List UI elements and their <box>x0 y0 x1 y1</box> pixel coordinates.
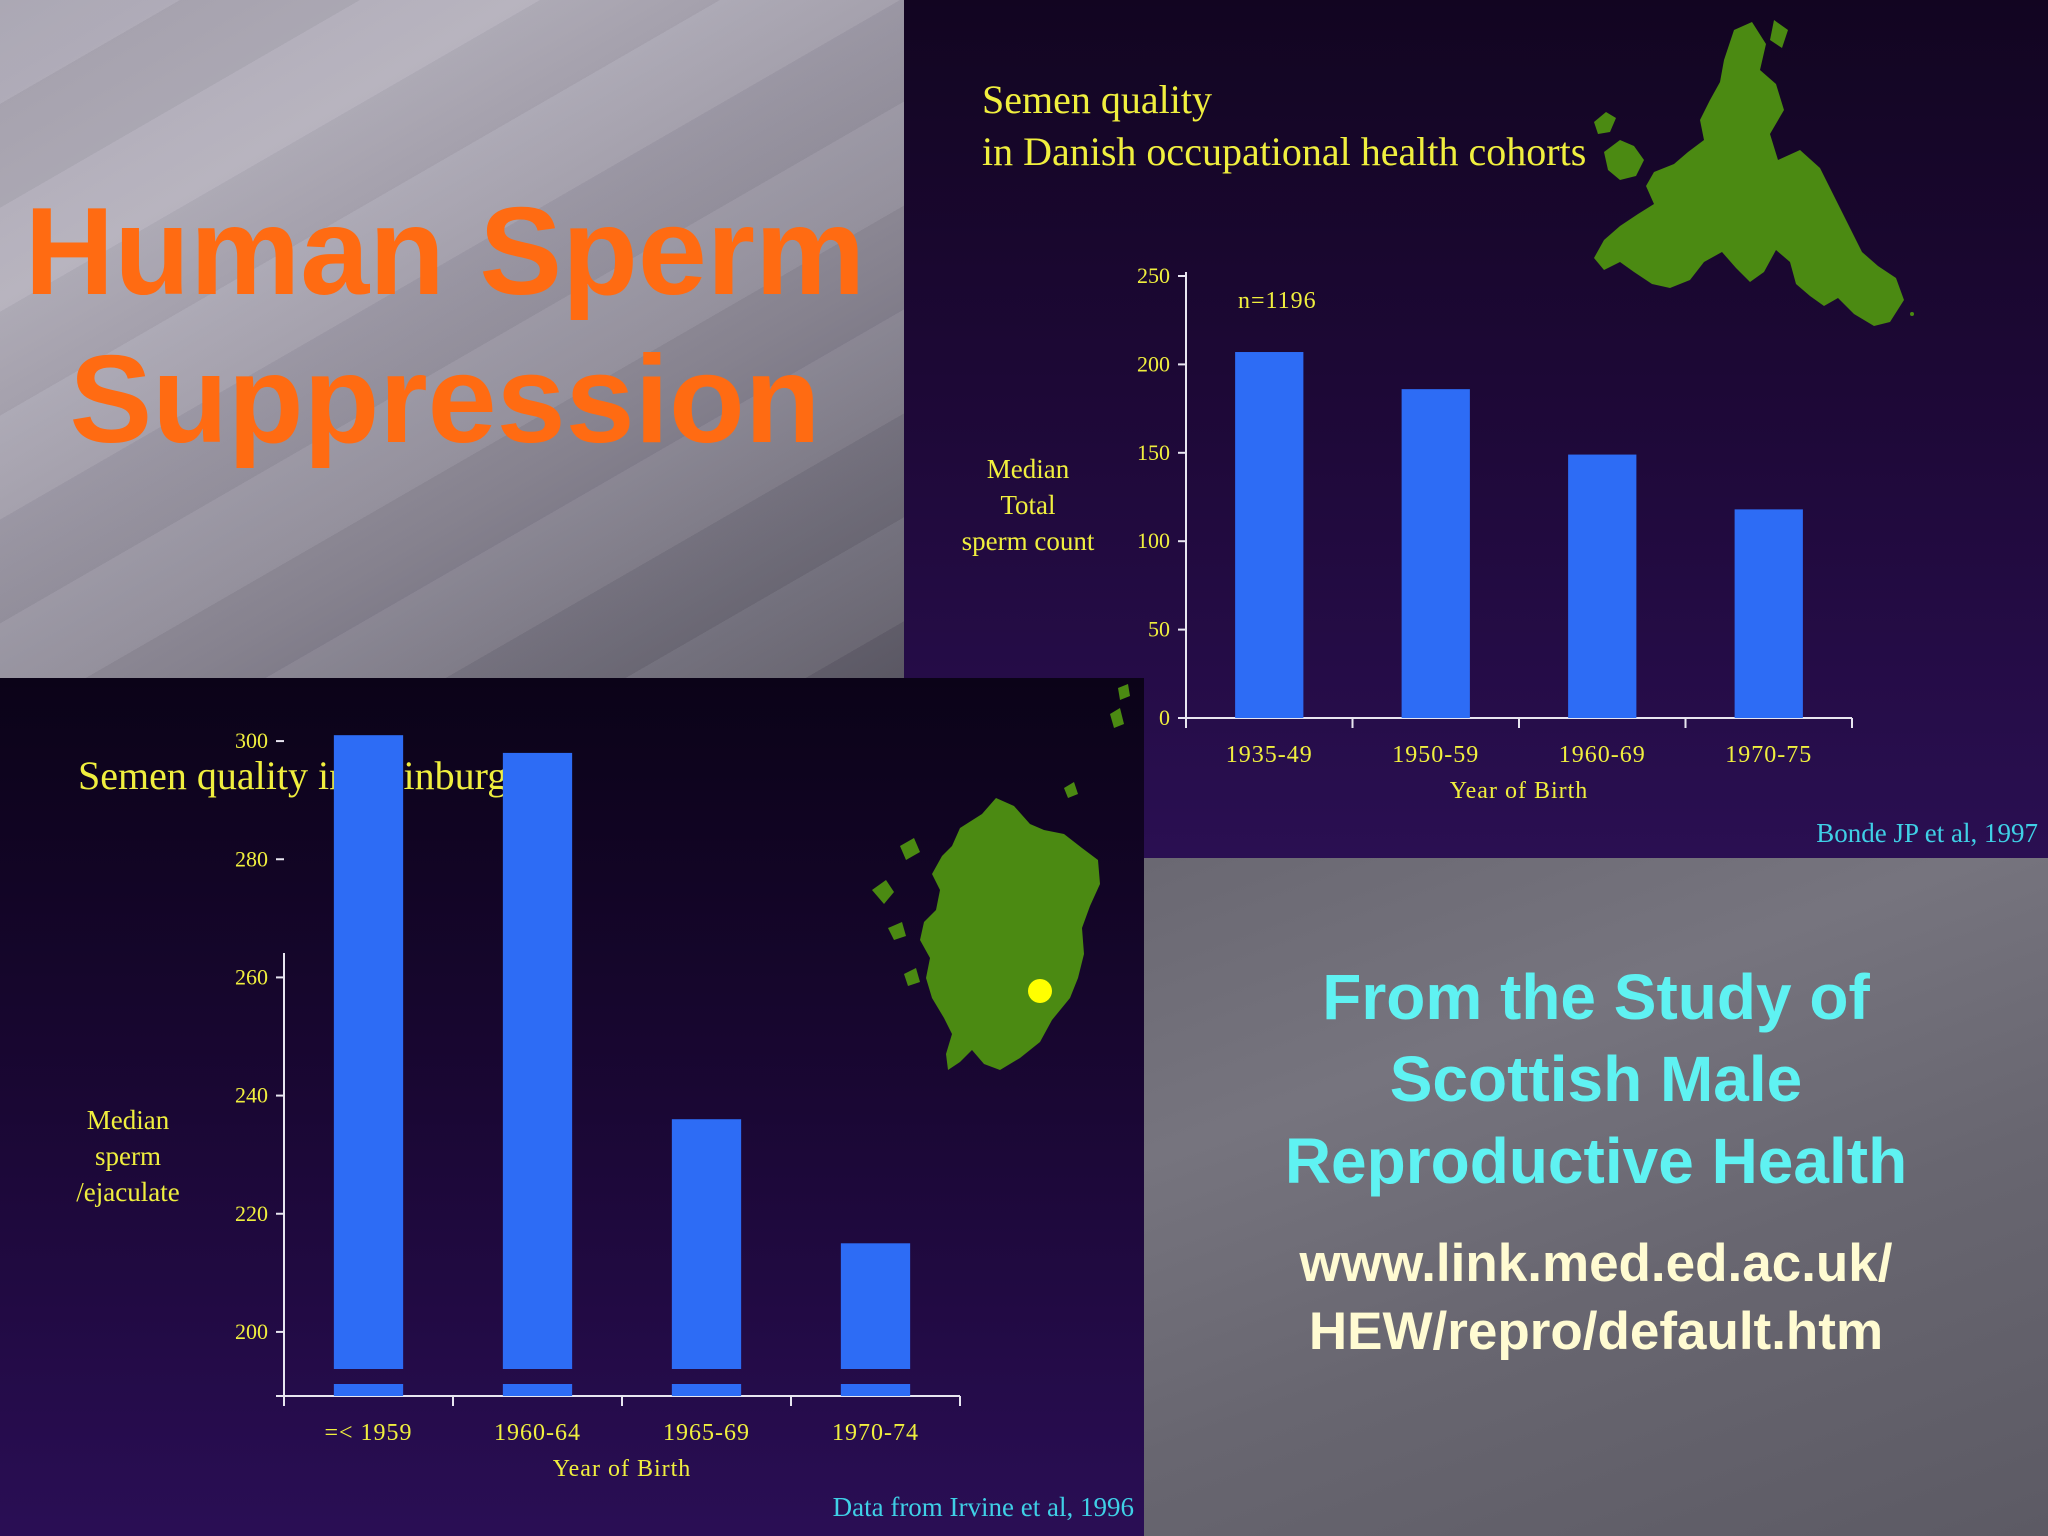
edinburgh-bar <box>502 752 573 1369</box>
danish-ytick-label: 100 <box>1137 528 1170 553</box>
title-slide: Human Sperm Suppression <box>0 0 904 678</box>
edinburgh-chart-slide: Semen quality in Edinburgh Median sperm … <box>0 678 1144 1536</box>
edinburgh-ytick-label: 240 <box>235 1083 268 1108</box>
danish-bar-chart: 0 50 100 150 200 250 1935-49 1950-59 1960-69 1970… <box>1137 20 1914 804</box>
danish-category-label: 1960-69 <box>1559 742 1646 768</box>
edinburgh-category-label: 1970-74 <box>832 1420 919 1446</box>
danish-bar <box>1401 389 1470 718</box>
edinburgh-x-axis-label: Year of Birth <box>553 1456 692 1482</box>
slide-title-line1: Human Sperm <box>24 183 866 321</box>
edinburgh-y-axis-label: Median sperm /ejaculate <box>58 1102 198 1210</box>
edinburgh-ytick-label: 300 <box>235 728 268 753</box>
study-url-line2[interactable]: HEW/repro/default.htm <box>1308 1302 1884 1361</box>
edinburgh-ytick-label: 260 <box>235 964 268 989</box>
edinburgh-bar-stub <box>840 1384 911 1396</box>
danish-x-axis-label: Year of Birth <box>1450 778 1589 804</box>
edinburgh-category-label: 1965-69 <box>663 1420 750 1446</box>
edinburgh-bar-chart: 200 220 240 260 280 300 =< 1959 1960-64 1965-69 1… <box>235 684 1130 1482</box>
danish-ytick-label: 0 <box>1159 705 1170 730</box>
edinburgh-category-label: 1960-64 <box>494 1420 581 1446</box>
danish-title-line1: Semen quality <box>982 77 1212 122</box>
edinburgh-axes: 200 220 240 260 280 300 =< 1959 1960-64 1965-69 1… <box>235 728 961 1482</box>
danish-category-label: 1950-59 <box>1392 742 1479 768</box>
study-line3: Reproductive Health <box>1284 1125 1908 1197</box>
danish-bars <box>1235 352 1803 718</box>
edinburgh-ylabel-line2: sperm <box>95 1141 161 1171</box>
edinburgh-ytick-label: 280 <box>235 846 268 871</box>
danish-bar <box>1235 352 1304 718</box>
slide-title-line2: Suppression <box>69 331 821 469</box>
study-url-line1[interactable]: www.link.med.ed.ac.uk/ <box>1299 1234 1893 1293</box>
europe-map-icon <box>1594 20 1904 326</box>
edinburgh-category-label: =< 1959 <box>324 1420 412 1446</box>
scotland-map-icon <box>872 684 1130 1070</box>
edinburgh-ylabel-line3: /ejaculate <box>76 1177 180 1207</box>
edinburgh-bar-stub <box>333 1384 404 1396</box>
edinburgh-ylabel-line1: Median <box>86 1105 170 1135</box>
danish-annotation: n=1196 <box>1238 288 1317 314</box>
info-slide: From the Study of Scottish Male Reproduc… <box>1144 858 2048 1536</box>
edinburgh-source: Data from Irvine et al, 1996 <box>832 1492 1134 1522</box>
danish-ylabel-line1: Median Total <box>986 454 1070 520</box>
study-line2: Scottish Male <box>1389 1043 1803 1115</box>
danish-category-label: 1970-75 <box>1725 742 1812 768</box>
edinburgh-location-dot <box>1028 979 1052 1003</box>
europe-map-dot <box>1910 312 1914 316</box>
danish-bar <box>1734 509 1803 718</box>
danish-chart-title: Semen quality in Danish occupational hea… <box>982 74 1586 178</box>
danish-ytick-label: 150 <box>1137 440 1170 465</box>
danish-category-label: 1935-49 <box>1226 742 1313 768</box>
edinburgh-chart-title: Semen quality in Edinburgh <box>78 753 528 798</box>
danish-y-axis-label: Median Total sperm count <box>958 451 1098 559</box>
danish-title-line2: in Danish occupational health cohorts <box>982 129 1587 174</box>
edinburgh-bar <box>840 1243 911 1369</box>
edinburgh-bar-stub <box>671 1384 742 1396</box>
study-line1: From the Study of <box>1322 961 1870 1033</box>
slide-title: Human Sperm Suppression <box>0 178 890 474</box>
danish-ytick-label: 200 <box>1137 351 1170 376</box>
edinburgh-bar <box>333 735 404 1369</box>
danish-ylabel-line2: sperm count <box>961 526 1095 556</box>
edinburgh-bars <box>333 735 911 1396</box>
danish-axes: 0 50 100 150 200 250 1935-49 1950-59 1960-69 1970… <box>1137 263 1853 804</box>
study-url[interactable]: www.link.med.ed.ac.uk/ HEW/repro/default… <box>1144 1230 2048 1366</box>
study-heading: From the Study of Scottish Male Reproduc… <box>1144 956 2048 1202</box>
edinburgh-ytick-label: 200 <box>235 1319 268 1344</box>
edinburgh-ytick-label: 220 <box>235 1201 268 1226</box>
danish-source: Bonde JP et al, 1997 <box>1816 818 2038 848</box>
danish-ytick-label: 50 <box>1148 617 1170 642</box>
edinburgh-bar <box>671 1119 742 1369</box>
danish-ytick-label: 250 <box>1137 263 1170 288</box>
danish-bar <box>1568 454 1637 718</box>
edinburgh-bar-stub <box>502 1384 573 1396</box>
